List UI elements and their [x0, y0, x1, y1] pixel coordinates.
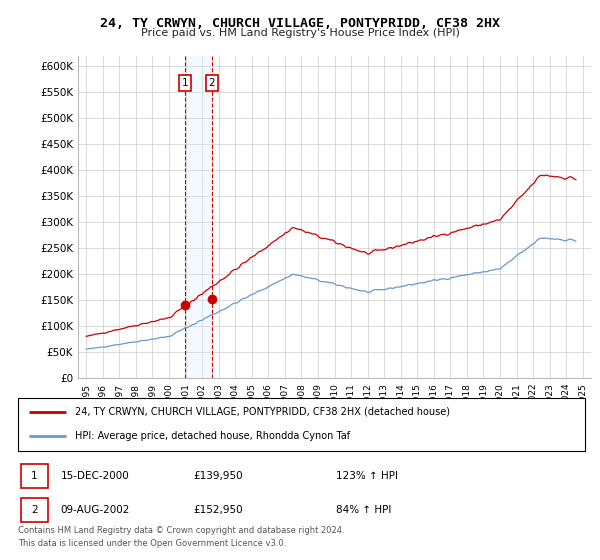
Text: HPI: Average price, detached house, Rhondda Cynon Taf: HPI: Average price, detached house, Rhon… [75, 431, 350, 441]
Text: Price paid vs. HM Land Registry's House Price Index (HPI): Price paid vs. HM Land Registry's House … [140, 28, 460, 38]
Text: 24, TY CRWYN, CHURCH VILLAGE, PONTYPRIDD, CF38 2HX: 24, TY CRWYN, CHURCH VILLAGE, PONTYPRIDD… [100, 17, 500, 30]
Bar [21, 498, 48, 522]
Bar [21, 464, 48, 488]
Text: 15-DEC-2000: 15-DEC-2000 [61, 471, 129, 481]
Text: 1: 1 [182, 78, 188, 88]
Text: 24, TY CRWYN, CHURCH VILLAGE, PONTYPRIDD, CF38 2HX (detached house): 24, TY CRWYN, CHURCH VILLAGE, PONTYPRIDD… [75, 407, 450, 417]
Text: £139,950: £139,950 [194, 471, 244, 481]
Text: 2: 2 [208, 78, 215, 88]
Text: Contains HM Land Registry data © Crown copyright and database right 2024.
This d: Contains HM Land Registry data © Crown c… [18, 526, 344, 548]
Text: 84% ↑ HPI: 84% ↑ HPI [335, 505, 391, 515]
Text: 09-AUG-2002: 09-AUG-2002 [61, 505, 130, 515]
Text: 2: 2 [31, 505, 38, 515]
Bar [185, 56, 212, 378]
Text: £152,950: £152,950 [194, 505, 244, 515]
Text: 123% ↑ HPI: 123% ↑ HPI [335, 471, 398, 481]
Text: 1: 1 [31, 471, 38, 481]
